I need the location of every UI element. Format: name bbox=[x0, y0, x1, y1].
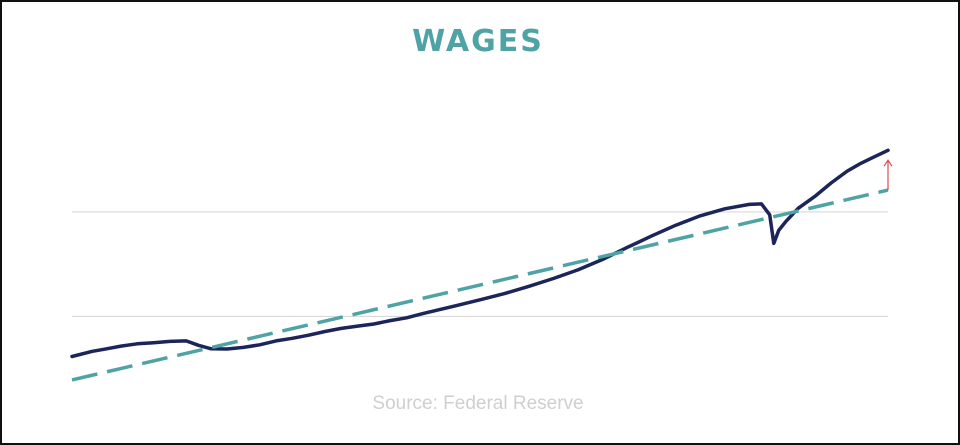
gap-arrow-head bbox=[883, 159, 893, 167]
wages-line bbox=[70, 148, 890, 359]
source-note: Source: Federal Reserve bbox=[372, 393, 584, 414]
trend-line bbox=[71, 188, 889, 382]
chart-title: WAGES bbox=[412, 24, 544, 59]
